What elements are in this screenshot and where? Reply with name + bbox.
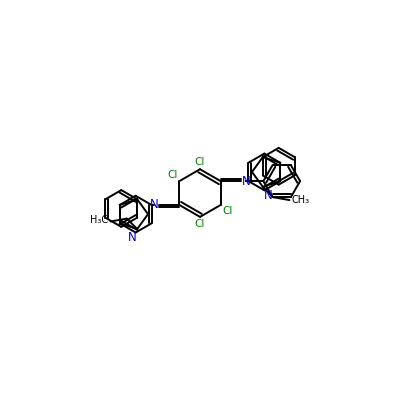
Text: H₃C: H₃C <box>90 216 108 226</box>
Text: Cl: Cl <box>167 170 177 180</box>
Text: Cl: Cl <box>195 219 205 229</box>
Text: Cl: Cl <box>223 206 233 216</box>
Text: CH₃: CH₃ <box>292 195 310 205</box>
Text: Cl: Cl <box>195 157 205 167</box>
Text: N: N <box>128 231 136 244</box>
Text: N: N <box>264 189 272 202</box>
Text: N: N <box>242 175 250 188</box>
Text: N: N <box>150 198 158 212</box>
